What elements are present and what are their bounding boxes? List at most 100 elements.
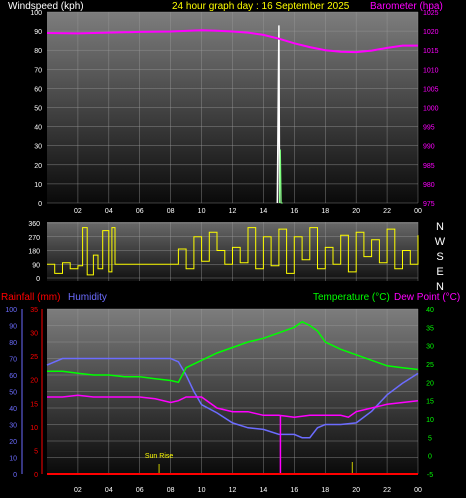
hour-tick-label: 22: [383, 487, 391, 494]
windspeed-tick-label: 60: [34, 86, 42, 93]
hour-tick-label: 14: [260, 208, 268, 215]
hour-tick-label: 10: [198, 487, 206, 494]
temperature-tick-label: 35: [426, 325, 434, 332]
temperature-tick-label: 20: [426, 380, 434, 387]
barometer-line: [46, 29, 418, 54]
windspeed-axis-label: Windspeed (kph): [8, 1, 84, 12]
barometer-tick-label: 1025: [423, 10, 439, 17]
temperature-axis-label: Temperature (°C): [313, 292, 390, 303]
barometer-tick-label: 990: [423, 144, 435, 151]
hour-tick-label: 10: [198, 208, 206, 215]
temperature-line: [47, 320, 419, 384]
direction-tick-label: 360: [28, 221, 40, 228]
humidity-tick-label: 30: [9, 423, 17, 430]
rainfall-tick-label: 15: [30, 401, 38, 408]
hour-tick-label: 14: [260, 487, 268, 494]
humidity-tick-label: 20: [9, 439, 17, 446]
rainfall-tick-label: 30: [30, 331, 38, 338]
windspeed-tick-label: 90: [34, 29, 42, 36]
dewpoint-axis-label: Dew Point (°C): [394, 292, 460, 303]
barometer-tick-label: 975: [423, 201, 435, 208]
direction-tick-label: 270: [28, 235, 40, 242]
barometer-tick-label: 1005: [423, 86, 439, 93]
barometer-tick-label: 1020: [423, 29, 439, 36]
temperature-tick-label: 40: [426, 307, 434, 314]
wind-direction-line: [47, 227, 419, 276]
compass-label: N: [436, 221, 444, 233]
hour-tick-label: 04: [105, 208, 113, 215]
hour-tick-label: 18: [321, 208, 329, 215]
windspeed-tick-label: 20: [34, 163, 42, 170]
humidity-tick-label: 90: [9, 324, 17, 331]
rainfall-tick-label: 20: [30, 378, 38, 385]
hour-tick-label: 16: [290, 487, 298, 494]
compass-label: N: [436, 281, 444, 293]
windspeed-tick-label: 30: [34, 144, 42, 151]
barometer-tick-label: 1000: [423, 106, 439, 113]
direction-tick-label: 180: [28, 249, 40, 256]
humidity-tick-label: 70: [9, 357, 17, 364]
windspeed-tick-label: 0: [38, 201, 42, 208]
temperature-tick-label: 15: [426, 399, 434, 406]
humidity-tick-label: 100: [5, 307, 17, 314]
hour-tick-label: 08: [167, 208, 175, 215]
humidity-tick-label: 60: [9, 373, 17, 380]
windspeed-line: [276, 25, 281, 204]
humidity-tick-label: 40: [9, 406, 17, 413]
sunrise-label: Sun Rise: [145, 453, 174, 460]
barometer-tick-label: 1015: [423, 48, 439, 55]
humidity-tick-label: 80: [9, 340, 17, 347]
windspeed-tick-label: 80: [34, 48, 42, 55]
barometer-tick-label: 995: [423, 125, 435, 132]
rainfall-tick-label: 35: [30, 307, 38, 314]
hour-tick-label: 00: [414, 487, 422, 494]
humidity-tick-label: 50: [9, 390, 17, 397]
hour-tick-label: 12: [229, 487, 237, 494]
windspeed-tick-label: 40: [34, 125, 42, 132]
hour-tick-label: 20: [352, 208, 360, 215]
direction-tick-label: 0: [36, 276, 40, 283]
hour-tick-label: 22: [383, 208, 391, 215]
graph-title: 24 hour graph day : 16 September 2025: [172, 1, 350, 12]
windspeed-gust-line: [279, 149, 283, 204]
temperature-tick-label: 10: [426, 417, 434, 424]
humidity-tick-label: 10: [9, 456, 17, 463]
temperature-tick-label: 30: [426, 344, 434, 351]
humidity-line: [46, 357, 419, 439]
direction-tick-label: 90: [32, 262, 40, 269]
temperature-tick-label: 0: [428, 454, 432, 461]
barometer-tick-label: 980: [423, 182, 435, 189]
compass-label: E: [436, 266, 443, 278]
windspeed-tick-label: 100: [30, 10, 42, 17]
hour-tick-label: 02: [74, 487, 82, 494]
dewpoint-line: [47, 394, 419, 419]
barometer-tick-label: 1010: [423, 67, 439, 74]
windspeed-tick-label: 10: [34, 182, 42, 189]
compass-label: S: [436, 251, 443, 263]
hour-tick-label: 02: [74, 208, 82, 215]
hour-tick-label: 06: [136, 487, 144, 494]
temperature-tick-label: -5: [427, 472, 433, 479]
hour-tick-label: 18: [321, 487, 329, 494]
windspeed-tick-label: 70: [34, 67, 42, 74]
humidity-tick-label: 0: [13, 472, 17, 479]
hour-tick-label: 20: [352, 487, 360, 494]
hour-tick-label: 00: [414, 208, 422, 215]
rainfall-tick-label: 25: [30, 354, 38, 361]
windspeed-tick-label: 50: [34, 106, 42, 113]
hour-tick-label: 12: [229, 208, 237, 215]
rainfall-tick-label: 10: [30, 425, 38, 432]
rainfall-tick-label: 0: [34, 472, 38, 479]
hour-tick-label: 04: [105, 487, 113, 494]
hour-tick-label: 16: [290, 208, 298, 215]
rainfall-tick-label: 5: [34, 448, 38, 455]
humidity-axis-label: Humidity: [68, 292, 107, 303]
barometer-tick-label: 985: [423, 163, 435, 170]
temperature-tick-label: 25: [426, 362, 434, 369]
rainfall-axis-label: Rainfall (mm): [1, 292, 60, 303]
hour-tick-label: 06: [136, 208, 144, 215]
barometer-axis-label: Barometer (hpa): [370, 1, 443, 12]
compass-label: W: [435, 236, 446, 248]
hour-tick-label: 08: [167, 487, 175, 494]
